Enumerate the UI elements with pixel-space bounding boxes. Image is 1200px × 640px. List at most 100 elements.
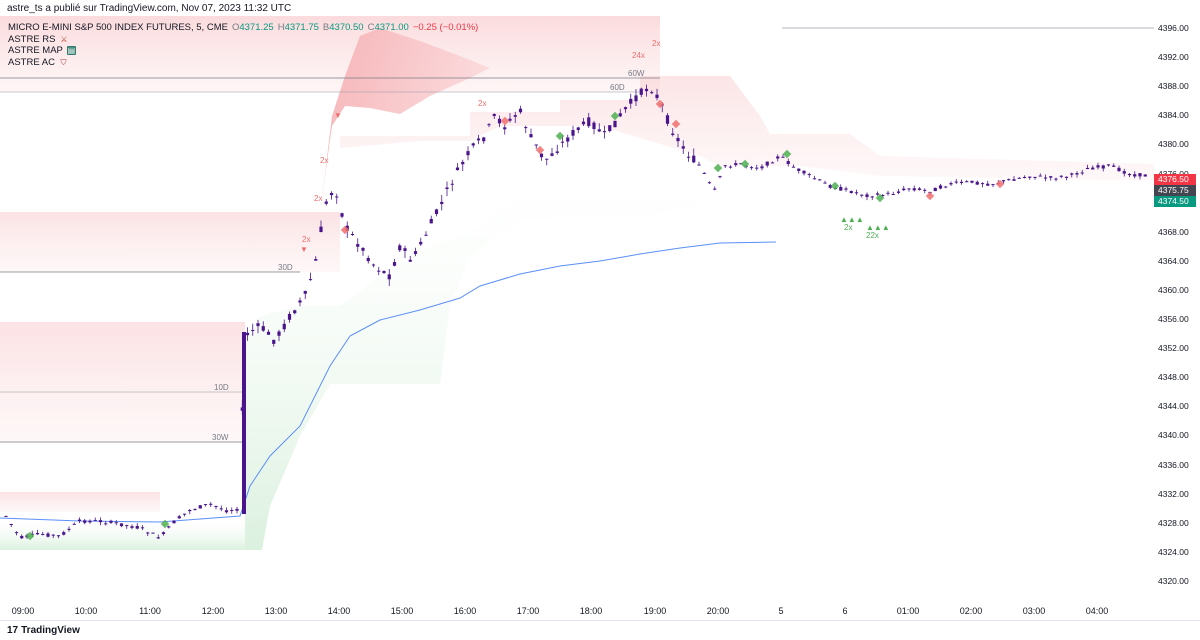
candle-body bbox=[644, 88, 649, 92]
candle-body bbox=[324, 201, 328, 204]
candle-body bbox=[818, 179, 822, 181]
candle-body bbox=[597, 129, 601, 132]
candle-body bbox=[424, 234, 428, 236]
high-value: 4371.75 bbox=[284, 22, 319, 33]
indicator-name[interactable]: ASTRE AC bbox=[8, 56, 55, 68]
marker-2x-d: 2x bbox=[478, 99, 486, 108]
candle-body bbox=[975, 181, 979, 185]
price-tick-label: 4364.00 bbox=[1158, 255, 1189, 266]
candle-body bbox=[697, 164, 701, 166]
tradingview-logo-icon: 17 bbox=[7, 625, 19, 636]
candle-body bbox=[366, 257, 370, 262]
candle-body bbox=[686, 156, 691, 158]
candle-body bbox=[434, 209, 439, 215]
candle-body bbox=[529, 134, 533, 138]
candle-body bbox=[371, 264, 376, 266]
price-axis[interactable]: 4396.00 4392.00 4388.00 4384.00 4380.00 4376.… bbox=[1154, 16, 1200, 604]
marker-2x-c: 2x bbox=[320, 156, 328, 165]
candle-body bbox=[639, 88, 643, 95]
candle-body bbox=[51, 534, 55, 536]
price-tick-label: 4352.00 bbox=[1158, 343, 1189, 354]
time-axis[interactable]: 09:00 10:00 11:00 12:00 13:00 14:00 15:00 16:00… bbox=[0, 604, 1154, 620]
volume-profile bbox=[320, 28, 490, 216]
candle-body bbox=[476, 138, 481, 141]
attribution-bar: astre_ts a publié sur TradingView.com, N… bbox=[0, 0, 1200, 16]
chart-pane[interactable]: 60W 60D 30D 10D 30W 2x 2x 2x 2x 24x 2x 2… bbox=[0, 16, 1154, 604]
candle-body bbox=[224, 510, 229, 513]
candle-body bbox=[387, 274, 391, 280]
chart-canvas[interactable]: 60W 60D 30D 10D 30W 2x 2x 2x 2x 24x 2x 2… bbox=[0, 16, 1154, 604]
candle-body bbox=[161, 532, 166, 535]
candle-body bbox=[235, 508, 239, 511]
price-tick-label: 4356.00 bbox=[1158, 314, 1189, 324]
candle-body bbox=[707, 182, 712, 184]
candle-body bbox=[1106, 164, 1111, 166]
candle-body bbox=[497, 118, 502, 124]
indicator-name[interactable]: ASTRE MAP bbox=[8, 45, 63, 56]
triangle-down-a: ▼ bbox=[300, 245, 308, 254]
candle-body bbox=[361, 247, 365, 251]
candle-body bbox=[455, 167, 460, 171]
candle-body bbox=[854, 192, 859, 194]
legend-symbol-row[interactable]: MICRO E-MINI S&P 500 INDEX FUTURES, 5, C… bbox=[8, 22, 478, 34]
indicator-name[interactable]: ASTRE RS bbox=[8, 33, 56, 45]
candle-body bbox=[450, 183, 454, 185]
candle-body bbox=[907, 188, 911, 190]
indicator-astre-ac[interactable]: ASTRE AC ⛉ bbox=[8, 57, 478, 69]
resistance-zones bbox=[0, 16, 1154, 512]
candle-body bbox=[1054, 178, 1058, 180]
candle-body bbox=[188, 509, 192, 512]
price-tick-label: 4340.00 bbox=[1158, 430, 1189, 441]
candle-body bbox=[1133, 174, 1137, 177]
candle-body bbox=[1122, 171, 1126, 174]
candle-body bbox=[272, 339, 276, 344]
support-zones bbox=[0, 166, 1154, 550]
candle-body bbox=[886, 192, 890, 194]
price-tick-label: 4328.00 bbox=[1158, 517, 1189, 528]
candle-body bbox=[77, 519, 82, 522]
indicator-astre-rs[interactable]: ASTRE RS ⚔ bbox=[8, 34, 478, 46]
time-tick-label: 14:00 bbox=[327, 606, 351, 616]
candle-body bbox=[1028, 176, 1032, 178]
candle-body bbox=[261, 326, 265, 331]
price-badge-ask: 4376.50 bbox=[1154, 174, 1196, 185]
indicator-astre-map[interactable]: ASTRE MAP ▤ bbox=[8, 45, 478, 57]
time-tick-label: 01:00 bbox=[896, 606, 920, 616]
price-tick-label: 4360.00 bbox=[1158, 284, 1189, 295]
candle-body bbox=[954, 181, 958, 183]
label-10d: 10D bbox=[214, 383, 229, 392]
candle-body bbox=[1138, 173, 1142, 177]
candle-body bbox=[408, 259, 412, 262]
candle-body bbox=[749, 167, 754, 169]
zone-10d bbox=[0, 322, 245, 442]
candle-body bbox=[1038, 175, 1042, 177]
candle-body bbox=[1117, 167, 1121, 172]
candle-body bbox=[209, 503, 213, 505]
candle-body bbox=[944, 186, 948, 188]
candle-body bbox=[1101, 165, 1105, 169]
candle-body bbox=[870, 196, 874, 198]
candle-body bbox=[172, 520, 176, 524]
time-tick-label: 17:00 bbox=[516, 606, 540, 616]
candle-body bbox=[1075, 173, 1079, 175]
candle-body bbox=[1070, 173, 1074, 175]
time-tick-label: 12:00 bbox=[201, 606, 225, 616]
candle-body bbox=[314, 259, 318, 261]
candle-body bbox=[1085, 167, 1090, 170]
candle-body bbox=[41, 533, 45, 535]
candle-body bbox=[503, 127, 507, 130]
symbol-name[interactable]: MICRO E-MINI S&P 500 INDEX FUTURES, 5, C… bbox=[8, 22, 228, 33]
time-tick-label: 20:00 bbox=[706, 606, 730, 616]
candle-body bbox=[251, 330, 255, 332]
candle-body bbox=[728, 166, 733, 168]
candle-body bbox=[46, 533, 50, 537]
candle-body bbox=[655, 94, 659, 99]
price-tick-label: 4324.00 bbox=[1158, 546, 1189, 557]
candle-body bbox=[1012, 179, 1016, 181]
candle-body bbox=[545, 158, 549, 160]
tradingview-logo[interactable]: 17 TradingView bbox=[7, 625, 80, 636]
candle-body bbox=[429, 219, 433, 224]
marker-2x-f: 2x bbox=[844, 223, 852, 232]
candle-body bbox=[282, 323, 286, 330]
price-badge-bid: 4374.50 bbox=[1154, 196, 1196, 207]
